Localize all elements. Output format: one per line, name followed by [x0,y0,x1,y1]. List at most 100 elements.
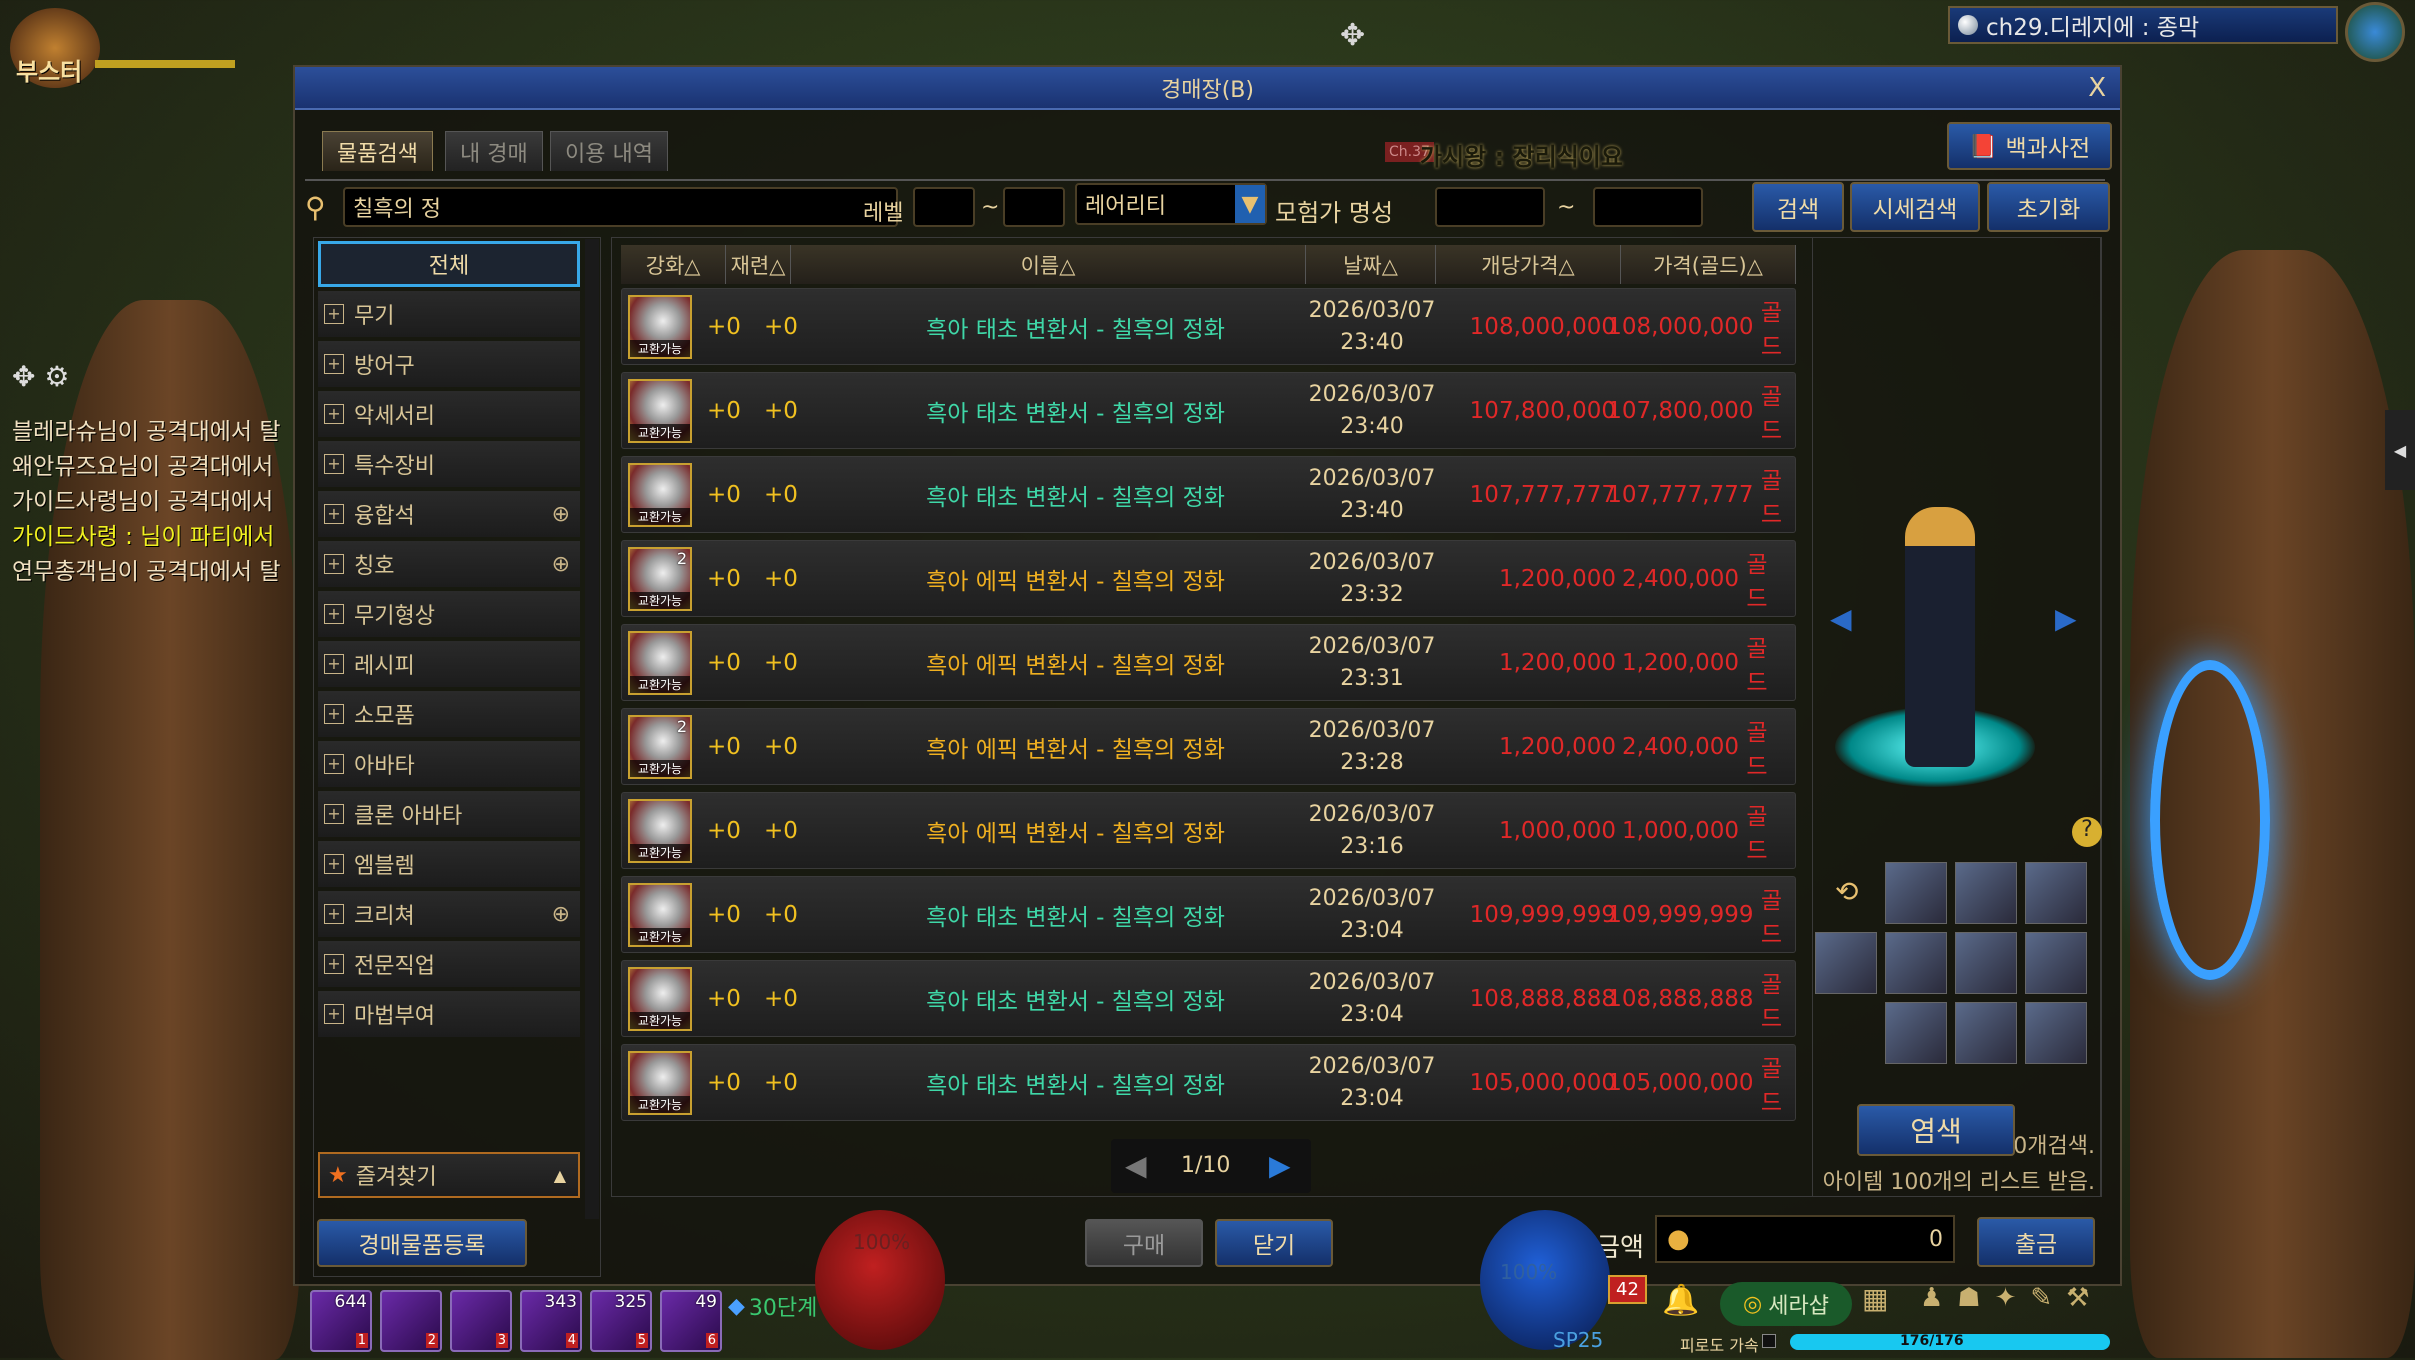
quickslot[interactable]: 343 4 [520,1290,582,1352]
category-item[interactable]: + 소모품 [318,691,580,737]
expand-icon[interactable]: + [324,454,344,474]
reset-button[interactable]: 초기화 [1987,182,2110,232]
menu-shortcuts[interactable]: ♟☗✦✎⚒ [1920,1283,2104,1313]
category-item[interactable]: + 전문직업 [318,941,580,987]
category-item[interactable]: + 마법부여 [318,991,580,1037]
clone-avatar-slot[interactable] [2025,862,2087,924]
move-icon[interactable]: ✥ [1340,18,1366,53]
category-item[interactable]: + 크리쳐 ⊕ [318,891,580,937]
category-item[interactable]: + 융합석 ⊕ [318,491,580,537]
table-row[interactable]: 교환가능 +0 +0 흑아 태초 변환서 - 칠흑의 정화 2026/03/07… [621,288,1796,365]
rotate-left-icon[interactable]: ◀ [1830,602,1852,635]
side-panel-toggle[interactable]: ◀ [2385,410,2415,490]
world-map-icon[interactable] [2345,2,2405,62]
register-item-button[interactable]: 경매물품등록 [317,1219,527,1267]
category-item[interactable]: + 특수장비 [318,441,580,487]
zoom-icon[interactable]: ⊕ [551,501,570,527]
category-item[interactable]: + 레시피 [318,641,580,687]
expand-icon[interactable]: + [324,354,344,374]
quickslot[interactable]: 644 1 [310,1290,372,1352]
category-item[interactable]: 전체 [318,241,580,287]
clone-avatar-slot[interactable] [1885,932,1947,994]
category-item[interactable]: + 엠블렘 [318,841,580,887]
fame-max-input[interactable] [1593,187,1703,227]
close-button[interactable]: X [2088,73,2106,103]
category-item[interactable]: + 무기형상 [318,591,580,637]
quickslot[interactable]: 49 6 [660,1290,722,1352]
column-total-price[interactable]: 가격(골드)△ [1621,245,1796,284]
category-item[interactable]: + 아바타 [318,741,580,787]
column-date[interactable]: 날짜△ [1306,245,1436,284]
expand-icon[interactable]: + [324,854,344,874]
category-scrollbar[interactable] [585,239,599,1219]
clone-avatar-slot[interactable] [1955,932,2017,994]
level-min-input[interactable] [913,187,975,227]
expand-icon[interactable]: + [324,404,344,424]
rarity-dropdown[interactable]: 레어리티 ▼ [1075,183,1267,225]
quickslot[interactable]: 2 [380,1290,442,1352]
tab-my-auction[interactable]: 내 경매 [445,131,543,171]
expand-icon[interactable]: + [324,1004,344,1024]
clone-avatar-slot[interactable] [1955,862,2017,924]
expand-icon[interactable]: + [324,704,344,724]
zoom-icon[interactable]: ⊕ [551,901,570,927]
clone-avatar-slot[interactable] [1885,862,1947,924]
dye-button[interactable]: 염색 [1857,1104,2015,1156]
cera-shop-button[interactable]: ◎ 세라샵 [1720,1282,1852,1326]
level-max-input[interactable] [1003,187,1065,227]
title-bar[interactable]: 경매장(B) [295,67,2120,110]
table-row[interactable]: 교환가능 +0 +0 흑아 태초 변환서 - 칠흑의 정화 2026/03/07… [621,372,1796,449]
expand-icon[interactable]: + [324,554,344,574]
fame-min-input[interactable] [1435,187,1545,227]
tab-item-search[interactable]: 물품검색 [322,131,433,171]
expand-icon[interactable]: + [324,954,344,974]
zoom-icon[interactable]: ⊕ [551,551,570,577]
chevron-down-icon[interactable]: ▼ [1235,185,1265,223]
help-icon[interactable]: ? [2072,817,2102,847]
expand-icon[interactable]: + [324,604,344,624]
expand-icon[interactable]: + [324,504,344,524]
menu-grid-icon[interactable]: ▦ [1862,1282,1889,1315]
table-row[interactable]: 교환가능 +0 +0 흑아 태초 변환서 - 칠흑의 정화 2026/03/07… [621,960,1796,1037]
expand-icon[interactable]: + [324,754,344,774]
category-item[interactable]: + 방어구 [318,341,580,387]
quickslot[interactable]: 325 5 [590,1290,652,1352]
table-row[interactable]: 교환가능 +0 +0 흑아 태초 변환서 - 칠흑의 정화 2026/03/07… [621,1044,1796,1121]
table-row[interactable]: 교환가능 +0 +0 흑아 에픽 변환서 - 칠흑의 정화 2026/03/07… [621,624,1796,701]
category-item[interactable]: + 악세서리 [318,391,580,437]
quickslot[interactable]: 3 [450,1290,512,1352]
stage-indicator[interactable]: ◆ 30단계 [728,1290,817,1322]
search-button[interactable]: 검색 [1752,182,1844,232]
search-input[interactable]: 칠흑의 정 [343,187,898,227]
withdraw-button[interactable]: 출금 [1977,1217,2095,1267]
next-page-icon[interactable]: ▶ [1269,1149,1291,1182]
column-name[interactable]: 이름△ [791,245,1306,284]
clone-avatar-slot[interactable] [1955,1002,2017,1064]
price-search-button[interactable]: 시세검색 [1850,182,1980,232]
category-item[interactable]: + 무기 [318,291,580,337]
table-row[interactable]: 2 교환가능 +0 +0 흑아 에픽 변환서 - 칠흑의 정화 2026/03/0… [621,540,1796,617]
notification-bell-icon[interactable]: 🔔 [1662,1283,1700,1318]
clone-avatar-slot[interactable] [1885,1002,1947,1064]
clone-avatar-slot[interactable] [1815,932,1877,994]
tab-history[interactable]: 이용 내역 [550,131,668,171]
column-unit-price[interactable]: 개당가격△ [1436,245,1621,284]
prev-page-icon[interactable]: ◀ [1125,1149,1147,1182]
favorites-button[interactable]: ★ 즐겨찾기 ▲ [318,1152,580,1198]
clone-avatar-slot[interactable] [2025,932,2087,994]
channel-bar[interactable]: ch29.디레지에 : 종막 [1948,6,2338,44]
close-window-button[interactable]: 닫기 [1215,1219,1333,1267]
category-item[interactable]: + 칭호 ⊕ [318,541,580,587]
expand-icon[interactable]: + [324,804,344,824]
expand-icon[interactable]: + [324,654,344,674]
category-item[interactable]: + 클론 아바타 [318,791,580,837]
chat-move-icon[interactable]: ✥ ⚙ [12,360,70,393]
clone-avatar-slot[interactable] [2025,1002,2087,1064]
table-row[interactable]: 교환가능 +0 +0 흑아 에픽 변환서 - 칠흑의 정화 2026/03/07… [621,792,1796,869]
table-row[interactable]: 교환가능 +0 +0 흑아 태초 변환서 - 칠흑의 정화 2026/03/07… [621,876,1796,953]
encyclopedia-button[interactable]: 📕 백과사전 [1947,122,2112,170]
table-row[interactable]: 2 교환가능 +0 +0 흑아 에픽 변환서 - 칠흑의 정화 2026/03/0… [621,708,1796,785]
expand-icon[interactable]: + [324,904,344,924]
table-row[interactable]: 교환가능 +0 +0 흑아 태초 변환서 - 칠흑의 정화 2026/03/07… [621,456,1796,533]
column-refine[interactable]: 재련△ [726,245,791,284]
